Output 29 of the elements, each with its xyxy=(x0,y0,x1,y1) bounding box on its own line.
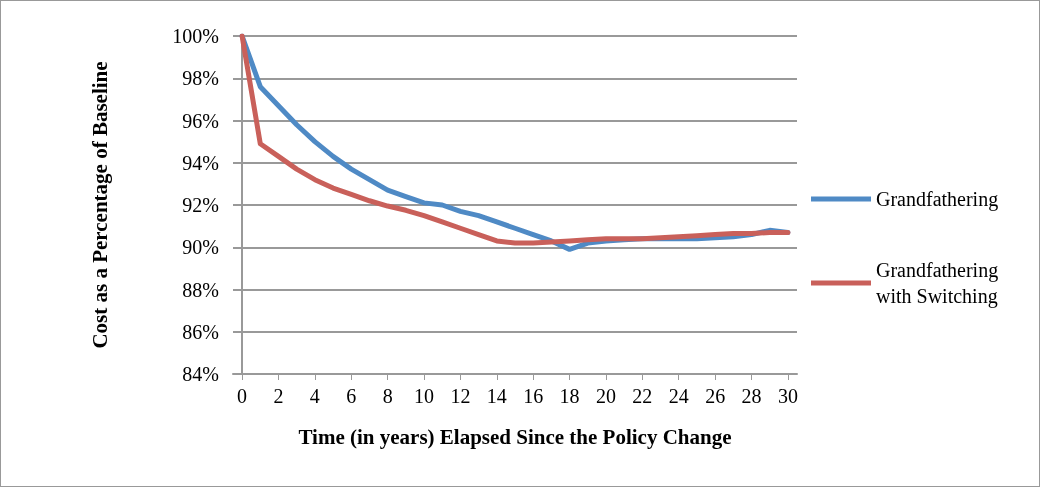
x-tick-label: 4 xyxy=(309,385,320,407)
x-tick-label: 14 xyxy=(486,385,507,407)
x-tick-label: 12 xyxy=(450,385,471,407)
y-tick-label: 88% xyxy=(182,278,219,301)
legend-label: Grandfathering xyxy=(876,188,999,211)
y-tick-label: 96% xyxy=(182,109,219,132)
x-tick-label: 22 xyxy=(632,385,653,407)
x-tick-label: 30 xyxy=(777,385,798,407)
y-tick-label: 86% xyxy=(182,320,219,343)
y-tick-label: 100% xyxy=(172,25,219,47)
x-tick-label: 2 xyxy=(273,385,284,407)
y-tick-label: 90% xyxy=(182,236,219,259)
x-tick-label: 8 xyxy=(382,385,393,407)
x-tick-label: 18 xyxy=(559,385,580,407)
x-tick-label: 24 xyxy=(668,385,689,407)
x-tick-label: 26 xyxy=(705,385,726,407)
x-tick-label: 0 xyxy=(237,385,248,407)
y-tick-label: 92% xyxy=(182,194,219,216)
y-tick-label: 98% xyxy=(182,67,219,90)
x-axis-title: Time (in years) Elapsed Since the Policy Change xyxy=(298,424,732,449)
x-tick-label: 20 xyxy=(595,385,616,407)
y-tick-label: 84% xyxy=(182,363,219,385)
x-tick-label: 16 xyxy=(523,385,544,407)
x-tick-label: 6 xyxy=(346,385,357,407)
x-tick-label: 28 xyxy=(741,385,762,407)
legend-label: Grandfathering with Switching xyxy=(876,259,1004,308)
y-axis-title: Cost as a Percentage of Baseline xyxy=(88,61,112,349)
x-tick-label: 10 xyxy=(414,385,435,407)
y-tick-label: 94% xyxy=(182,151,219,174)
